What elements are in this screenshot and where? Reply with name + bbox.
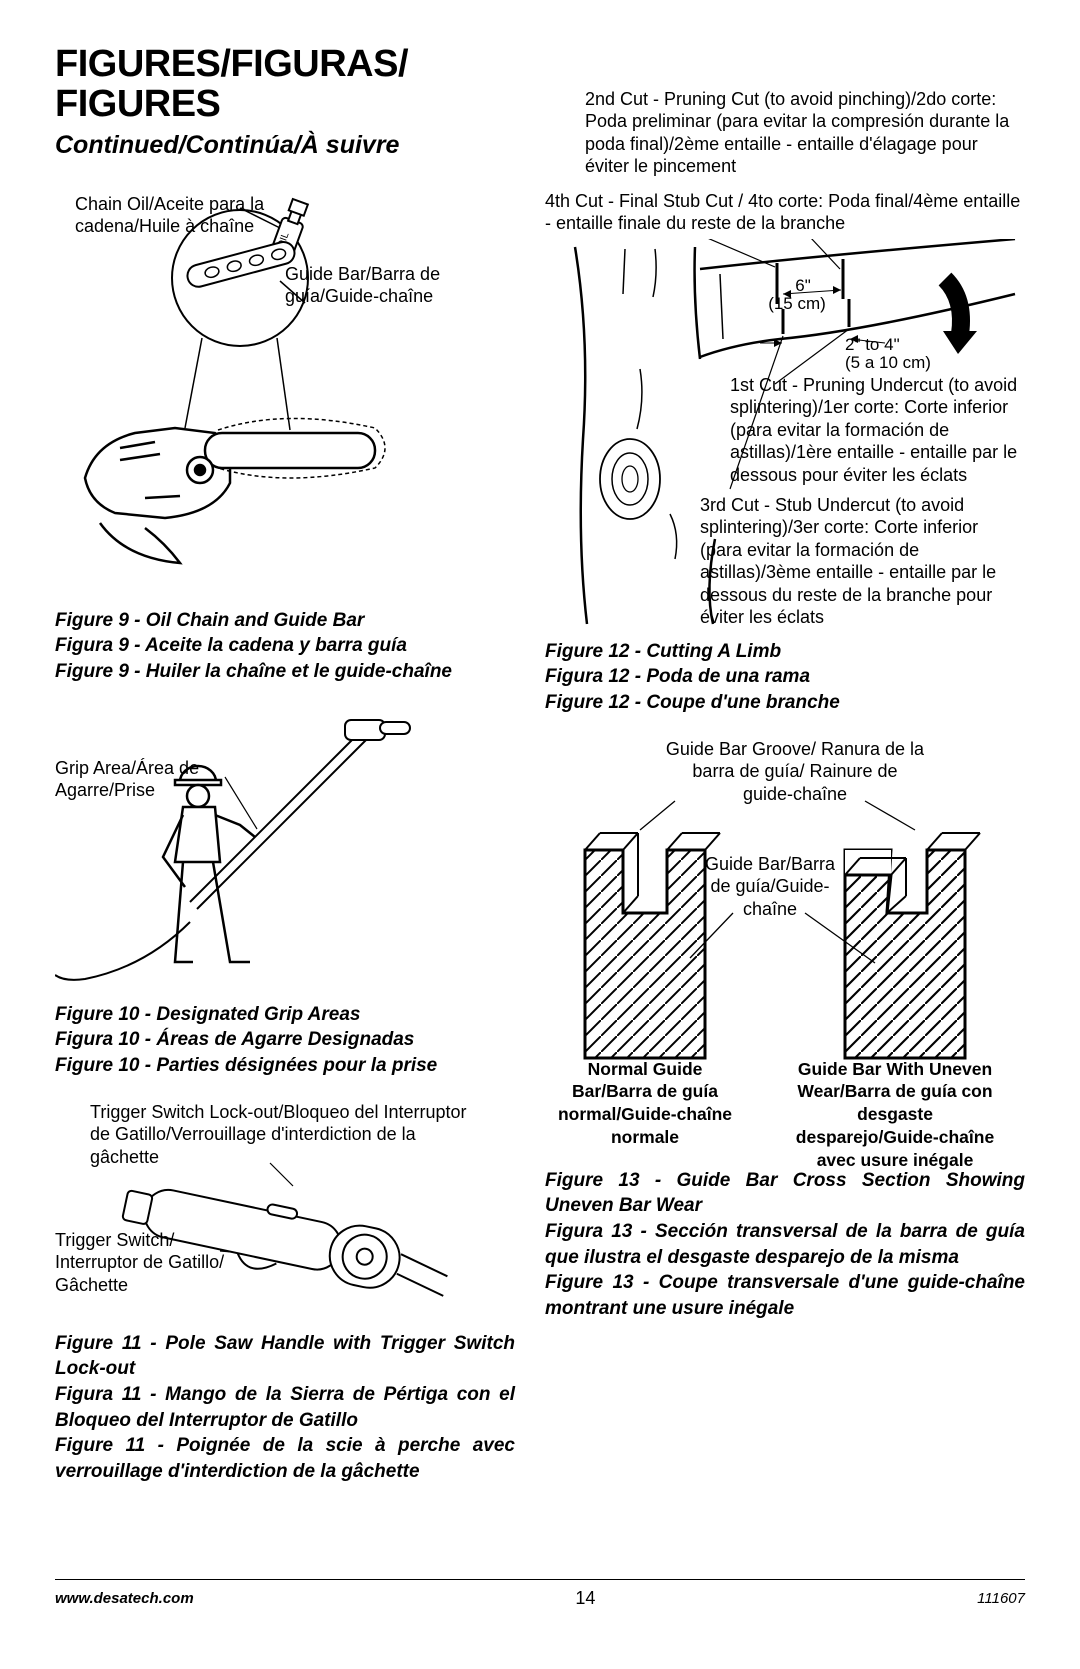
figure-12-caption: Figure 12 - Cutting A Limb Figura 12 - P… — [545, 639, 1025, 716]
figure-9-diagram: Chain Oil/Aceite para la cadena/Huile à … — [55, 178, 515, 598]
fig11-caption-fr: Figure 11 - Poignée de la scie à perche … — [55, 1433, 515, 1484]
right-column: 2nd Cut - Pruning Cut (to avoid pinching… — [545, 178, 1025, 1507]
fig11-caption-es: Figura 11 - Mango de la Sierra de Pértig… — [55, 1382, 515, 1433]
fig10-caption-es: Figura 10 - Áreas de Agarre Designadas — [55, 1027, 515, 1053]
fig13-caption-es: Figura 13 - Sección transversal de la ba… — [545, 1219, 1025, 1270]
fig11-label-trigger: Trigger Switch/ Interruptor de Gatillo/ … — [55, 1229, 235, 1297]
figure-11-diagram: Trigger Switch Lock-out/Bloqueo del Inte… — [55, 1101, 515, 1321]
fig9-label-guidebar: Guide Bar/Barra de guía/Guide-chaîne — [285, 263, 465, 308]
fig9-svg: OIL — [55, 178, 515, 598]
fig12-caption-es: Figura 12 - Poda de una rama — [545, 664, 1025, 690]
fig12-dim6b: (15 cm) — [757, 293, 837, 314]
fig13-caption-en: Figure 13 - Guide Bar Cross Section Show… — [545, 1168, 1025, 1219]
fig13-caption-fr: Figure 13 - Coupe transversale d'une gui… — [545, 1270, 1025, 1321]
fig13-label-normal: Normal Guide Bar/Barra de guía normal/Gu… — [555, 1058, 735, 1149]
fig13-label-uneven: Guide Bar With Uneven Wear/Barra de guía… — [795, 1058, 995, 1172]
page-footer: www.desatech.com 14 111607 — [55, 1579, 1025, 1609]
fig10-caption-en: Figure 10 - Designated Grip Areas — [55, 1002, 515, 1028]
fig12-caption-fr: Figure 12 - Coupe d'une branche — [545, 690, 1025, 716]
figure-11-caption: Figure 11 - Pole Saw Handle with Trigger… — [55, 1331, 515, 1485]
fig11-caption-en: Figure 11 - Pole Saw Handle with Trigger… — [55, 1331, 515, 1382]
figure-10-diagram: Grip Area/Área de Agarre/Prise — [55, 707, 515, 992]
fig10-caption-fr: Figure 10 - Parties désignées pour la pr… — [55, 1053, 515, 1079]
fig9-caption-es: Figura 9 - Aceite la cadena y barra guía — [55, 633, 515, 659]
fig13-label-groove: Guide Bar Groove/ Ranura de la barra de … — [665, 738, 925, 806]
fig13-label-guidebar: Guide Bar/Barra de guía/Guide-chaîne — [695, 853, 845, 921]
fig9-label-chainoil: Chain Oil/Aceite para la cadena/Huile à … — [75, 193, 285, 238]
figure-12-diagram: 6" (15 cm) 2" to 4" (5 a 10 cm) 1st Cut … — [545, 239, 1025, 629]
fig12-cut4: 4th Cut - Final Stub Cut / 4to corte: Po… — [545, 190, 1025, 235]
fig9-caption-en: Figure 9 - Oil Chain and Guide Bar — [55, 608, 515, 634]
fig10-label-grip: Grip Area/Área de Agarre/Prise — [55, 757, 285, 802]
fig11-label-lockout: Trigger Switch Lock-out/Bloqueo del Inte… — [90, 1101, 480, 1169]
left-column: Chain Oil/Aceite para la cadena/Huile à … — [55, 178, 515, 1507]
footer-docid: 111607 — [977, 1590, 1025, 1607]
figure-10-caption: Figure 10 - Designated Grip Areas Figura… — [55, 1002, 515, 1079]
fig9-caption-fr: Figure 9 - Huiler la chaîne et le guide-… — [55, 659, 515, 685]
page-title-line1: FIGURES/FIGURAS/ — [55, 45, 1025, 85]
figure-13-diagram: Guide Bar Groove/ Ranura de la barra de … — [545, 738, 1025, 1158]
fig10-svg — [55, 707, 515, 992]
figure-9-caption: Figure 9 - Oil Chain and Guide Bar Figur… — [55, 608, 515, 685]
footer-pagenum: 14 — [575, 1588, 595, 1609]
footer-website: www.desatech.com — [55, 1590, 194, 1607]
fig12-dim24b: (5 a 10 cm) — [845, 352, 955, 373]
figure-13-caption: Figure 13 - Guide Bar Cross Section Show… — [545, 1168, 1025, 1322]
fig12-cut2: 2nd Cut - Pruning Cut (to avoid pinching… — [585, 88, 1025, 178]
fig12-cut1: 1st Cut - Pruning Undercut (to avoid spl… — [730, 374, 1025, 487]
fig12-cut3: 3rd Cut - Stub Undercut (to avoid splint… — [700, 494, 1025, 629]
fig12-caption-en: Figure 12 - Cutting A Limb — [545, 639, 1025, 665]
